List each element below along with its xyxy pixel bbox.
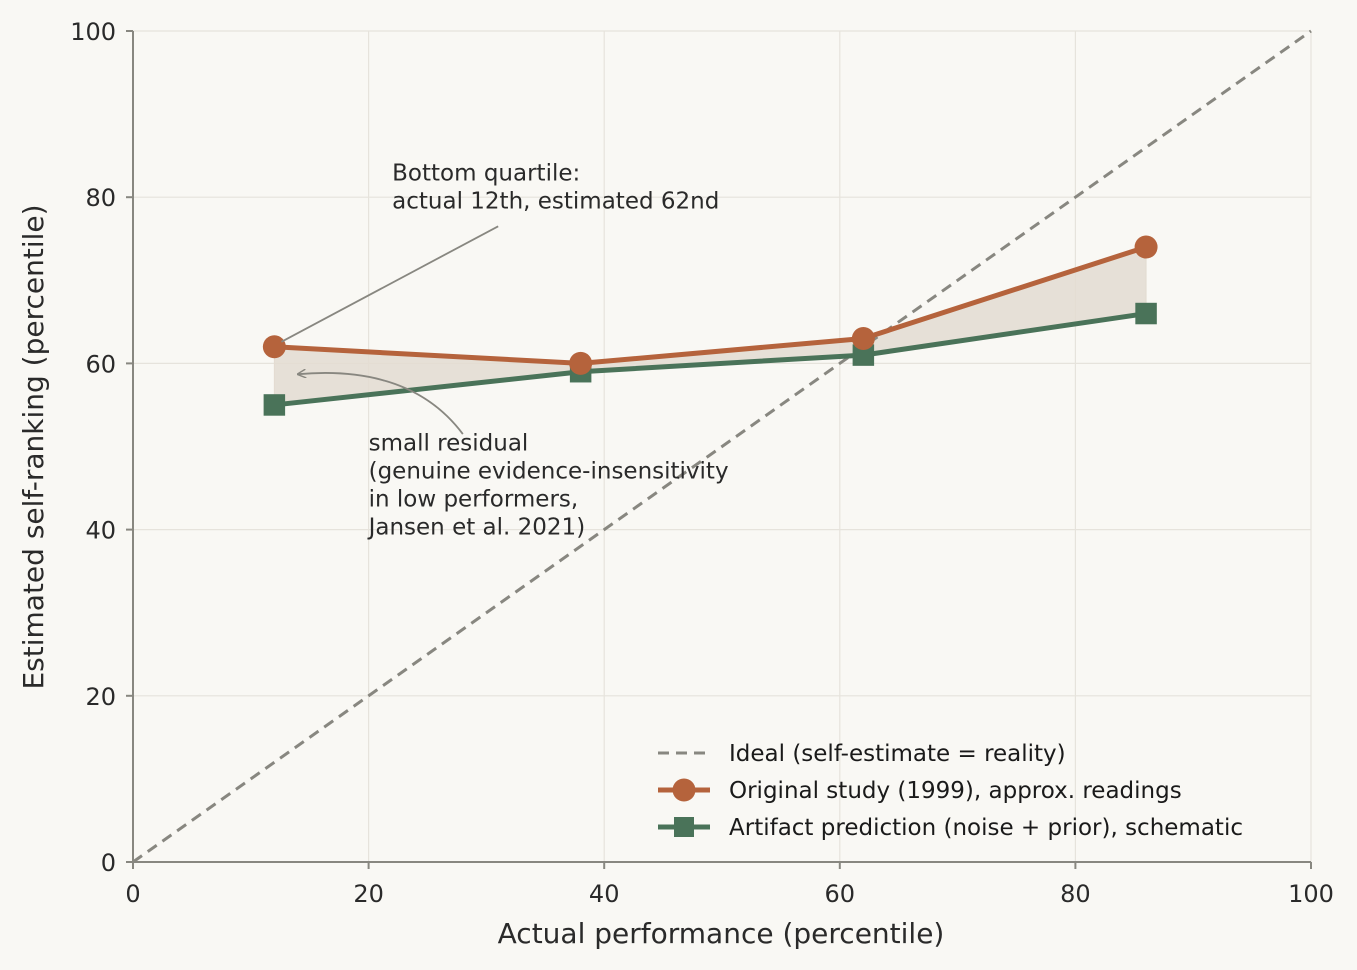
original-point-62	[851, 326, 875, 350]
x-tick-label-40: 40	[589, 880, 620, 908]
y-tick-label-100: 100	[70, 18, 116, 46]
artifact-point-86	[1135, 302, 1157, 325]
legend-label-2: Original study (1999), approx. readings	[729, 778, 1182, 804]
original-point-86	[1134, 235, 1158, 259]
legend-label-1: Ideal (self-estimate = reality)	[729, 741, 1066, 767]
annotation-small-residual-line-2: (genuine evidence-insensitivity	[369, 459, 729, 485]
artifact-line	[274, 311, 1147, 408]
x-tick-label-20: 20	[353, 880, 384, 908]
annotation-small-residual-line-3: in low performers,	[369, 487, 579, 513]
x-tick-label-60: 60	[825, 880, 856, 908]
x-tick-label-0: 0	[125, 880, 140, 908]
annotation-small-residual-arrow	[298, 373, 464, 435]
annotations: Bottom quartile:actual 12th, estimated 6…	[281, 161, 729, 541]
series-layer	[132, 29, 1312, 864]
x-axis-title: Actual performance (percentile)	[498, 917, 945, 950]
legend: Ideal (self-estimate = reality) Original …	[658, 741, 1243, 841]
original-line	[274, 244, 1147, 366]
annotation-bottom-quartile-pointer	[281, 225, 499, 343]
x-tick-label-80: 80	[1060, 880, 1091, 908]
y-tick-label-60: 60	[85, 350, 116, 378]
legend-original-swatch-marker	[672, 778, 696, 802]
original-point-12	[262, 335, 286, 359]
original-point-38	[569, 351, 593, 375]
y-tick-label-20: 20	[85, 683, 116, 711]
legend-artifact-swatch-marker	[674, 817, 694, 837]
x-tick-label-100: 100	[1288, 880, 1334, 908]
axes: 0 20 40 60 80 100 0 20 40 60 80 100	[70, 18, 1334, 908]
legend-label-3: Artifact prediction (noise + prior), sch…	[729, 815, 1243, 841]
y-tick-label-0: 0	[101, 849, 116, 877]
y-tick-label-80: 80	[85, 184, 116, 212]
annotation-small-residual-line-4: Jansen et al. 2021)	[367, 515, 586, 541]
y-axis-title: Estimated self-ranking (percentile)	[17, 204, 50, 689]
artifact-point-12	[263, 394, 286, 416]
annotation-bottom-quartile-line-1: Bottom quartile:	[392, 161, 580, 187]
y-tick-label-40: 40	[85, 517, 116, 545]
annotation-bottom-quartile-line-2: actual 12th, estimated 62nd	[392, 189, 719, 215]
annotation-small-residual-line-1: small residual	[369, 431, 529, 457]
ideal-line	[132, 29, 1312, 864]
